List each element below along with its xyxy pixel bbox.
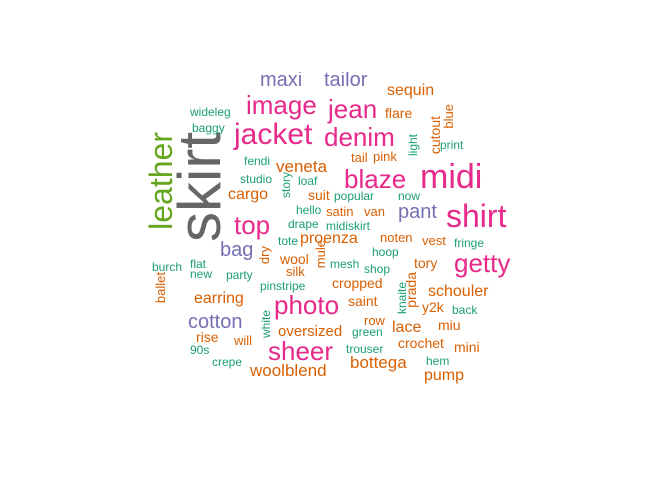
word-lace: lace	[392, 319, 422, 336]
word-y2k: y2k	[422, 299, 444, 315]
word-oversized: oversized	[278, 323, 343, 340]
word-crochet: crochet	[398, 335, 444, 351]
word-tail: tail	[351, 150, 368, 165]
word-hoop: hoop	[372, 245, 399, 259]
word-flare: flare	[385, 105, 413, 121]
word-fendi: fendi	[244, 154, 271, 168]
word-top: top	[234, 210, 271, 240]
word-new: new	[190, 267, 213, 281]
word-saint: saint	[348, 293, 378, 309]
word-baggy: baggy	[192, 121, 225, 135]
word-jacket: jacket	[234, 118, 313, 151]
word-midi: midi	[420, 158, 483, 196]
word-photo: photo	[274, 290, 340, 320]
word-leather: leather	[143, 132, 179, 230]
word-will: will	[234, 333, 253, 348]
word-rise: rise	[196, 329, 219, 345]
word-row: row	[364, 313, 385, 328]
word-white: white	[259, 310, 273, 339]
word-denim: denim	[324, 122, 395, 152]
word-light: light	[406, 134, 420, 157]
word-ballet: ballet	[153, 272, 168, 304]
word-fringe: fringe	[454, 236, 485, 250]
word-print: print	[440, 138, 464, 152]
word-hello: hello	[296, 203, 322, 217]
word-bottega: bottega	[350, 353, 407, 372]
word-van: van	[364, 204, 385, 219]
word-green: green	[352, 325, 383, 339]
word-hem: hem	[426, 354, 450, 368]
word-wideleg: wideleg	[190, 105, 231, 119]
word-satin: satin	[326, 204, 354, 219]
word-trouser: trouser	[346, 342, 384, 356]
word-cotton: cotton	[188, 311, 243, 333]
word-party: party	[226, 268, 253, 282]
word-jean: jean	[328, 94, 378, 124]
word-tailor: tailor	[324, 72, 368, 91]
word-image: image	[246, 90, 317, 120]
word-crepe: crepe	[212, 355, 243, 369]
word-mule: mule	[313, 240, 328, 269]
word-getty: getty	[454, 248, 511, 278]
word-woolblend: woolblend	[250, 361, 327, 380]
word-cropped: cropped	[332, 275, 383, 291]
word-pinstripe: pinstripe	[260, 279, 306, 293]
word-loaf: loaf	[298, 174, 318, 188]
word-back: back	[452, 303, 478, 317]
word-bag: bag	[220, 239, 254, 261]
word-midiskirt: midiskirt	[326, 219, 370, 233]
word-skirt: skirt	[166, 132, 233, 242]
word-burch: burch	[152, 260, 183, 274]
word-popular: popular	[334, 189, 375, 203]
word-suit: suit	[308, 187, 330, 203]
word-mesh: mesh	[330, 257, 360, 271]
word-sheer: sheer	[268, 336, 334, 366]
word-noten: noten	[380, 230, 413, 245]
word-earring: earring	[194, 290, 244, 307]
word-mini: mini	[454, 339, 480, 355]
word-tote: tote	[278, 234, 299, 248]
word-blue: blue	[441, 104, 456, 129]
word-studio: studio	[240, 172, 273, 186]
word-flat: flat	[190, 257, 207, 271]
word-90s: 90s	[190, 343, 210, 357]
word-sequin: sequin	[387, 82, 435, 99]
word-story: story	[279, 172, 293, 199]
word-now: now	[398, 189, 421, 203]
word-shop: shop	[364, 262, 391, 276]
word-cargo: cargo	[228, 186, 269, 203]
word-schouler: schouler	[428, 283, 489, 300]
word-miu: miu	[438, 317, 461, 333]
word-tory: tory	[414, 255, 438, 271]
word-pant: pant	[398, 201, 437, 223]
word-maxi: maxi	[260, 72, 303, 91]
word-shirt: shirt	[446, 198, 507, 234]
word-blaze: blaze	[344, 164, 407, 194]
word-wool: wool	[280, 251, 309, 267]
word-cloud-area: skirt leather midi shirt blaze jacket denim ima…	[0, 72, 672, 384]
word-knaite: knaite	[395, 282, 409, 315]
word-veneta: veneta	[276, 157, 328, 176]
word-pink: pink	[373, 149, 397, 164]
word-pump: pump	[424, 367, 465, 384]
word-vest: vest	[422, 233, 446, 248]
word-dry: dry	[257, 246, 272, 265]
word-drape: drape	[288, 217, 319, 231]
word-proenza: proenza	[300, 230, 358, 247]
word-silk: silk	[286, 264, 305, 279]
